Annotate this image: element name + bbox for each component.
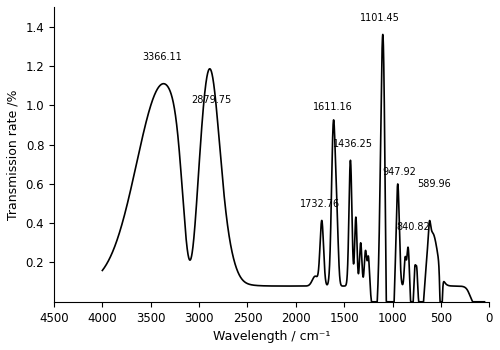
Text: 1732.76: 1732.76: [300, 199, 340, 209]
Text: 3366.11: 3366.11: [142, 52, 182, 62]
Text: 947.92: 947.92: [382, 167, 416, 177]
Text: 589.96: 589.96: [418, 179, 451, 189]
Text: 1436.25: 1436.25: [334, 139, 374, 149]
Text: 1101.45: 1101.45: [360, 13, 400, 23]
X-axis label: Wavelength / cm⁻¹: Wavelength / cm⁻¹: [213, 330, 330, 343]
Y-axis label: Transmission rate /%: Transmission rate /%: [7, 89, 20, 219]
Text: 840.82: 840.82: [396, 222, 430, 232]
Text: 1611.16: 1611.16: [313, 102, 352, 112]
Text: 2879.75: 2879.75: [192, 95, 232, 105]
